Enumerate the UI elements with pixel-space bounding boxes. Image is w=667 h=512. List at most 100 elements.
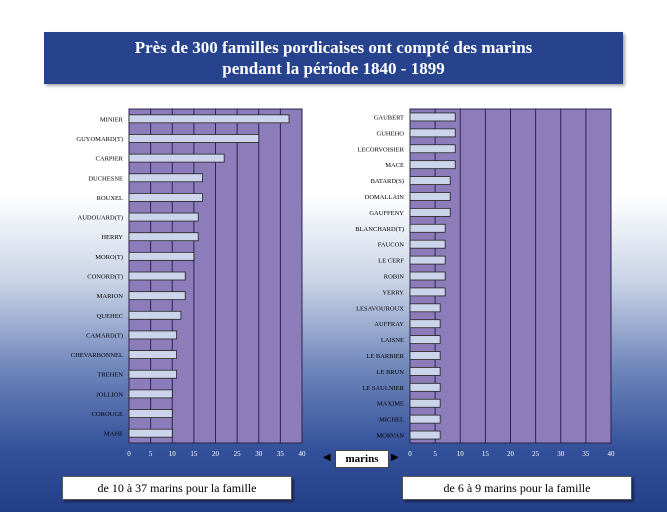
bar xyxy=(128,350,177,359)
chart-right: 0 5 10 15 20 25 30 35 40 GAUBERT GUHEHO LECORVOISIE… xyxy=(355,108,616,458)
category-label: HERRY xyxy=(101,234,123,241)
bar xyxy=(128,212,199,222)
bar xyxy=(128,153,225,163)
bar xyxy=(128,271,186,281)
bar xyxy=(409,382,441,392)
x-tick-label: 5 xyxy=(433,450,437,458)
bar xyxy=(128,369,177,379)
x-tick-label: 25 xyxy=(532,450,540,458)
bar xyxy=(409,207,451,217)
category-label: MORVAN xyxy=(376,433,404,440)
category-label: MACE xyxy=(385,162,404,169)
bar xyxy=(409,271,446,281)
x-tick-label: 30 xyxy=(255,450,263,458)
arrow-right-icon: ▶ xyxy=(391,452,399,463)
category-label: MAHE xyxy=(104,431,123,438)
category-label: QUEHEC xyxy=(97,313,123,320)
category-label: MARION xyxy=(97,293,124,300)
x-tick-label: 15 xyxy=(190,450,198,458)
bar xyxy=(128,114,290,124)
x-tick-label: 40 xyxy=(299,450,307,458)
bar xyxy=(409,239,446,249)
bar xyxy=(128,389,173,399)
category-label: TREHEN xyxy=(97,372,123,379)
x-tick-label: 10 xyxy=(169,450,177,458)
category-label: CHEVARBONNEL xyxy=(71,352,123,359)
category-label: CAMARD(T) xyxy=(86,332,123,339)
category-label: GUYOMARD(T) xyxy=(76,136,123,143)
bar xyxy=(128,173,203,183)
category-label: CARPIER xyxy=(96,156,124,163)
bar xyxy=(409,112,456,122)
arrow-left-icon: ◀ xyxy=(323,452,331,463)
category-label: LE SAULNIER xyxy=(362,385,404,392)
category-label: MICHEL xyxy=(379,417,404,424)
bar xyxy=(409,367,441,376)
bar xyxy=(409,287,446,297)
x-tick-label: 10 xyxy=(457,450,465,458)
bar xyxy=(409,398,441,408)
bar xyxy=(409,192,451,201)
bar xyxy=(409,255,446,265)
bar xyxy=(128,251,195,261)
bar xyxy=(409,335,441,345)
title-banner: Près de 300 familles pordicaises ont com… xyxy=(44,32,623,84)
category-label: LE CERF xyxy=(378,258,404,265)
units-label: marins xyxy=(335,450,389,468)
bar xyxy=(128,428,173,438)
bar xyxy=(409,351,441,360)
chart-left: 0 5 10 15 20 25 30 35 40 MINIER GUYOMARD(T) CARPIER… xyxy=(71,108,307,458)
category-label: FAUCON xyxy=(378,242,405,249)
x-tick-label: 0 xyxy=(127,450,131,458)
x-tick-label: 5 xyxy=(149,450,153,458)
bar xyxy=(409,319,441,329)
category-label: BLANCHARD(T) xyxy=(355,226,404,233)
bar xyxy=(409,176,451,185)
x-tick-label: 30 xyxy=(557,450,565,458)
units-indicator: ◀ marins ▶ xyxy=(323,450,401,468)
bar xyxy=(409,128,456,138)
bar xyxy=(128,134,260,143)
category-label: YERRY xyxy=(382,289,404,296)
category-label: MAXIME xyxy=(377,401,404,408)
bar xyxy=(409,223,446,233)
category-label: ROUXEL xyxy=(97,195,123,202)
x-tick-label: 20 xyxy=(212,450,220,458)
bar xyxy=(128,310,182,320)
bar xyxy=(128,291,186,301)
x-tick-label: 15 xyxy=(482,450,490,458)
x-tick-label: 25 xyxy=(234,450,242,458)
category-label: ROBIN xyxy=(384,274,405,281)
bar xyxy=(128,330,177,340)
bar xyxy=(409,414,441,424)
category-label: GAUBERT xyxy=(374,114,404,121)
caption-left: de 10 à 37 marins pour la famille xyxy=(62,476,292,500)
bar xyxy=(128,409,173,418)
title-line-1: Près de 300 familles pordicaises ont com… xyxy=(134,38,533,57)
x-tick-label: 40 xyxy=(608,450,616,458)
category-label: CONORD(T) xyxy=(87,274,123,281)
x-tick-label: 0 xyxy=(408,450,412,458)
x-tick-label: 35 xyxy=(277,450,285,458)
category-label: DUCHESNE xyxy=(88,175,123,182)
bar xyxy=(409,160,456,170)
category-label: BATARD(S) xyxy=(371,178,404,185)
category-label: MINIER xyxy=(100,116,124,123)
category-label: AUFFRAY xyxy=(374,321,404,328)
category-label: AUDOUARD(T) xyxy=(78,215,124,222)
category-label: MORO(T) xyxy=(95,254,123,261)
x-tick-label: 35 xyxy=(582,450,590,458)
category-label: LESAVOUROUX xyxy=(356,305,404,312)
category-label: COROUGE xyxy=(92,411,123,418)
category-label: LAISNE xyxy=(381,337,404,344)
bar xyxy=(409,144,456,154)
title-line-2: pendant la période 1840 - 1899 xyxy=(222,59,445,78)
category-label: LE BRUN xyxy=(376,369,404,376)
category-label: LE BARBIER xyxy=(366,353,404,360)
category-label: GUHEHO xyxy=(377,130,405,137)
bar xyxy=(128,232,199,242)
bar xyxy=(128,193,203,202)
bar xyxy=(409,303,441,313)
caption-right: de 6 à 9 marins pour la famille xyxy=(402,476,632,500)
